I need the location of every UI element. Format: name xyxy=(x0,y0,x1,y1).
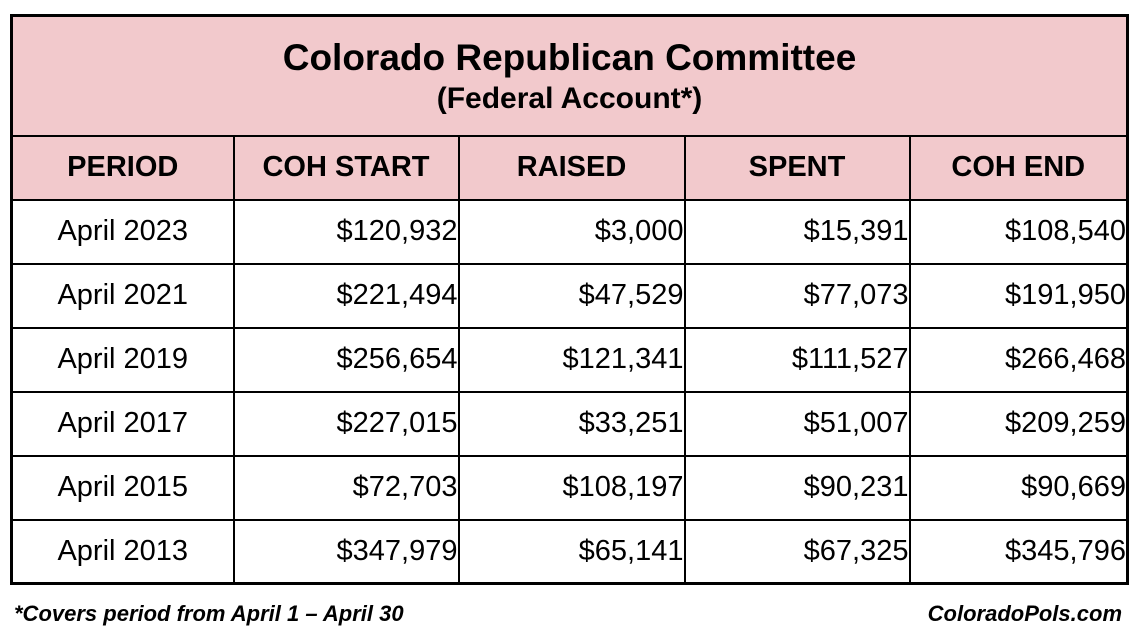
committee-finance-table: Colorado Republican Committee (Federal A… xyxy=(10,14,1129,585)
title-cell: Colorado Republican Committee (Federal A… xyxy=(10,14,1129,137)
cell-raised: $121,341 xyxy=(457,326,686,393)
cell-coh-end: $191,950 xyxy=(908,262,1129,329)
table-row: April 2019 $256,654 $121,341 $111,527 $2… xyxy=(10,326,1129,393)
cell-period: April 2013 xyxy=(10,518,235,585)
cell-coh-end: $209,259 xyxy=(908,390,1129,457)
cell-coh-start: $221,494 xyxy=(232,262,460,329)
column-header-raised: RAISED xyxy=(457,134,686,201)
table-subtitle: (Federal Account*) xyxy=(436,81,703,115)
column-header-coh-end: COH END xyxy=(908,134,1129,201)
cell-raised: $65,141 xyxy=(457,518,686,585)
table-row: April 2015 $72,703 $108,197 $90,231 $90,… xyxy=(10,454,1129,521)
cell-coh-start: $347,979 xyxy=(232,518,460,585)
cell-period: April 2015 xyxy=(10,454,235,521)
table-row: April 2021 $221,494 $47,529 $77,073 $191… xyxy=(10,262,1129,329)
cell-spent: $51,007 xyxy=(683,390,911,457)
cell-coh-start: $256,654 xyxy=(232,326,460,393)
table-row: April 2017 $227,015 $33,251 $51,007 $209… xyxy=(10,390,1129,457)
footnote-text: *Covers period from April 1 – April 30 xyxy=(14,601,404,626)
cell-period: April 2017 xyxy=(10,390,235,457)
table-title: Colorado Republican Committee xyxy=(282,37,857,79)
cell-coh-start: $227,015 xyxy=(232,390,460,457)
table-row: April 2013 $347,979 $65,141 $67,325 $345… xyxy=(10,518,1129,585)
cell-spent: $67,325 xyxy=(683,518,911,585)
cell-raised: $108,197 xyxy=(457,454,686,521)
cell-coh-end: $90,669 xyxy=(908,454,1129,521)
cell-period: April 2023 xyxy=(10,198,235,265)
column-header-coh-start: COH START xyxy=(232,134,460,201)
cell-raised: $33,251 xyxy=(457,390,686,457)
cell-coh-end: $266,468 xyxy=(908,326,1129,393)
cell-period: April 2019 xyxy=(10,326,235,393)
column-header-spent: SPENT xyxy=(683,134,911,201)
footer: *Covers period from April 1 – April 30 C… xyxy=(14,601,1122,627)
header-row: PERIOD COH START RAISED SPENT COH END xyxy=(10,134,1129,201)
title-row: Colorado Republican Committee (Federal A… xyxy=(10,14,1129,137)
committee-finance-table-wrap: Colorado Republican Committee (Federal A… xyxy=(10,14,1129,585)
cell-coh-start: $72,703 xyxy=(232,454,460,521)
table-row: April 2023 $120,932 $3,000 $15,391 $108,… xyxy=(10,198,1129,265)
column-header-period: PERIOD xyxy=(10,134,235,201)
cell-spent: $90,231 xyxy=(683,454,911,521)
cell-coh-start: $120,932 xyxy=(232,198,460,265)
cell-spent: $77,073 xyxy=(683,262,911,329)
cell-coh-end: $345,796 xyxy=(908,518,1129,585)
cell-coh-end: $108,540 xyxy=(908,198,1129,265)
source-credit: ColoradoPols.com xyxy=(927,601,1122,626)
cell-raised: $47,529 xyxy=(457,262,686,329)
cell-spent: $15,391 xyxy=(683,198,911,265)
cell-raised: $3,000 xyxy=(457,198,686,265)
cell-spent: $111,527 xyxy=(683,326,911,393)
cell-period: April 2021 xyxy=(10,262,235,329)
